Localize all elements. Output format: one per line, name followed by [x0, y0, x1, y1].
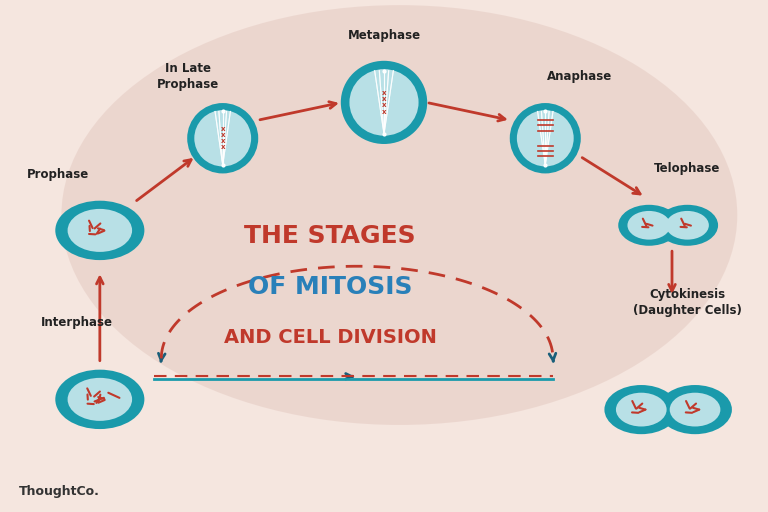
Text: x: x	[382, 102, 386, 109]
Text: Metaphase: Metaphase	[347, 29, 421, 42]
Text: x: x	[220, 144, 225, 151]
Text: In Late
Prophase: In Late Prophase	[157, 62, 220, 91]
Text: AND CELL DIVISION: AND CELL DIVISION	[223, 328, 437, 348]
Text: x: x	[382, 90, 386, 96]
Text: Cytokinesis
(Daughter Cells): Cytokinesis (Daughter Cells)	[633, 288, 742, 316]
Circle shape	[627, 211, 670, 240]
Text: Telophase: Telophase	[654, 162, 720, 176]
Circle shape	[604, 385, 678, 434]
Circle shape	[55, 201, 144, 260]
Ellipse shape	[510, 103, 581, 174]
Text: THE STAGES: THE STAGES	[244, 224, 416, 247]
Text: ThoughtCo.: ThoughtCo.	[19, 485, 100, 498]
Text: x: x	[220, 138, 225, 144]
Ellipse shape	[61, 5, 737, 425]
Circle shape	[616, 393, 667, 426]
Circle shape	[68, 209, 132, 252]
Text: x: x	[220, 126, 225, 132]
Text: Prophase: Prophase	[26, 167, 89, 181]
Circle shape	[618, 205, 680, 246]
Text: OF MITOSIS: OF MITOSIS	[248, 275, 412, 298]
Circle shape	[670, 393, 720, 426]
Circle shape	[55, 370, 144, 429]
Text: x: x	[382, 109, 386, 115]
Text: Interphase: Interphase	[41, 316, 113, 329]
Ellipse shape	[349, 69, 419, 136]
Text: x: x	[382, 96, 386, 102]
Text: Anaphase: Anaphase	[548, 70, 612, 83]
Circle shape	[657, 205, 718, 246]
Ellipse shape	[194, 110, 251, 166]
Ellipse shape	[341, 61, 427, 144]
Circle shape	[658, 385, 732, 434]
Ellipse shape	[517, 110, 574, 166]
Circle shape	[666, 211, 709, 240]
Text: x: x	[220, 132, 225, 138]
Ellipse shape	[187, 103, 258, 174]
Circle shape	[68, 378, 132, 421]
